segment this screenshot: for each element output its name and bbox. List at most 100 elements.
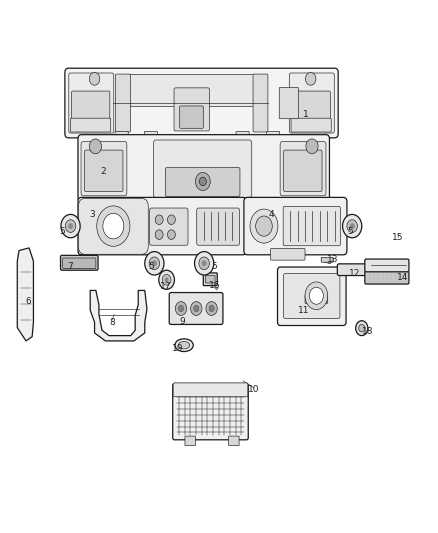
FancyBboxPatch shape [337, 264, 367, 276]
FancyBboxPatch shape [71, 91, 110, 127]
Text: 3: 3 [89, 211, 95, 220]
Text: 17: 17 [160, 282, 172, 291]
Text: 10: 10 [248, 385, 260, 394]
Circle shape [103, 213, 124, 239]
Circle shape [159, 270, 174, 289]
Circle shape [152, 261, 156, 266]
Circle shape [199, 177, 206, 185]
Circle shape [155, 230, 163, 239]
FancyBboxPatch shape [69, 73, 114, 133]
Ellipse shape [175, 339, 193, 352]
FancyBboxPatch shape [71, 118, 111, 132]
FancyBboxPatch shape [244, 197, 347, 255]
FancyBboxPatch shape [271, 248, 305, 260]
FancyBboxPatch shape [365, 271, 409, 284]
Circle shape [61, 214, 80, 238]
Circle shape [250, 209, 278, 243]
FancyBboxPatch shape [305, 294, 328, 304]
Text: 5: 5 [59, 228, 65, 237]
Circle shape [202, 261, 206, 266]
Circle shape [167, 215, 175, 224]
FancyBboxPatch shape [236, 132, 249, 141]
Circle shape [256, 216, 272, 236]
Text: 16: 16 [209, 280, 220, 289]
Circle shape [89, 139, 102, 154]
FancyBboxPatch shape [63, 258, 96, 269]
Circle shape [165, 278, 168, 282]
FancyBboxPatch shape [280, 142, 326, 196]
Text: 5: 5 [347, 228, 353, 237]
Circle shape [145, 252, 164, 275]
Circle shape [343, 214, 362, 238]
Circle shape [195, 172, 210, 190]
FancyBboxPatch shape [205, 276, 215, 283]
Circle shape [359, 325, 365, 332]
Polygon shape [321, 258, 330, 264]
Text: 6: 6 [25, 296, 31, 305]
FancyBboxPatch shape [150, 208, 188, 245]
Circle shape [97, 206, 130, 246]
FancyBboxPatch shape [78, 197, 247, 255]
Circle shape [305, 72, 316, 85]
Circle shape [356, 321, 368, 336]
FancyBboxPatch shape [126, 75, 256, 107]
Text: 2: 2 [100, 167, 106, 176]
Circle shape [191, 302, 202, 316]
Text: 9: 9 [179, 317, 185, 326]
FancyBboxPatch shape [60, 255, 98, 270]
FancyBboxPatch shape [145, 132, 157, 141]
Circle shape [65, 220, 76, 232]
FancyBboxPatch shape [321, 257, 333, 262]
FancyBboxPatch shape [115, 132, 128, 141]
Circle shape [209, 305, 214, 312]
FancyBboxPatch shape [78, 198, 148, 254]
Circle shape [206, 302, 217, 316]
FancyBboxPatch shape [197, 208, 240, 245]
FancyBboxPatch shape [283, 206, 340, 246]
Text: 13: 13 [327, 255, 338, 264]
Ellipse shape [178, 342, 190, 349]
FancyBboxPatch shape [81, 142, 127, 196]
Text: 11: 11 [298, 305, 310, 314]
Polygon shape [90, 290, 147, 341]
Circle shape [175, 302, 187, 316]
Circle shape [347, 220, 357, 232]
Text: 5: 5 [212, 262, 218, 271]
FancyBboxPatch shape [165, 167, 240, 196]
FancyBboxPatch shape [65, 68, 338, 138]
Circle shape [149, 257, 159, 270]
Circle shape [199, 257, 209, 270]
FancyBboxPatch shape [291, 118, 331, 132]
Circle shape [89, 72, 100, 85]
Text: 5: 5 [148, 262, 154, 271]
FancyBboxPatch shape [278, 267, 346, 326]
Text: 18: 18 [362, 327, 373, 336]
Text: 15: 15 [392, 233, 404, 242]
FancyBboxPatch shape [169, 293, 223, 325]
Text: 4: 4 [268, 211, 274, 220]
Circle shape [305, 282, 328, 310]
FancyBboxPatch shape [173, 383, 248, 397]
FancyBboxPatch shape [185, 436, 195, 446]
FancyBboxPatch shape [289, 73, 334, 133]
FancyBboxPatch shape [253, 74, 268, 132]
FancyBboxPatch shape [267, 132, 280, 141]
Text: 12: 12 [349, 269, 360, 278]
FancyBboxPatch shape [229, 436, 239, 446]
Text: 1: 1 [304, 110, 309, 119]
Circle shape [167, 230, 175, 239]
FancyBboxPatch shape [180, 106, 203, 128]
FancyBboxPatch shape [292, 91, 330, 127]
FancyBboxPatch shape [284, 273, 340, 319]
Text: 19: 19 [172, 344, 183, 353]
Circle shape [155, 215, 163, 224]
FancyBboxPatch shape [153, 140, 252, 197]
FancyBboxPatch shape [284, 150, 322, 191]
Circle shape [306, 139, 318, 154]
Circle shape [194, 305, 199, 312]
FancyBboxPatch shape [116, 74, 131, 132]
Circle shape [68, 223, 73, 229]
Circle shape [162, 274, 171, 285]
FancyBboxPatch shape [174, 88, 209, 131]
Polygon shape [17, 248, 33, 341]
